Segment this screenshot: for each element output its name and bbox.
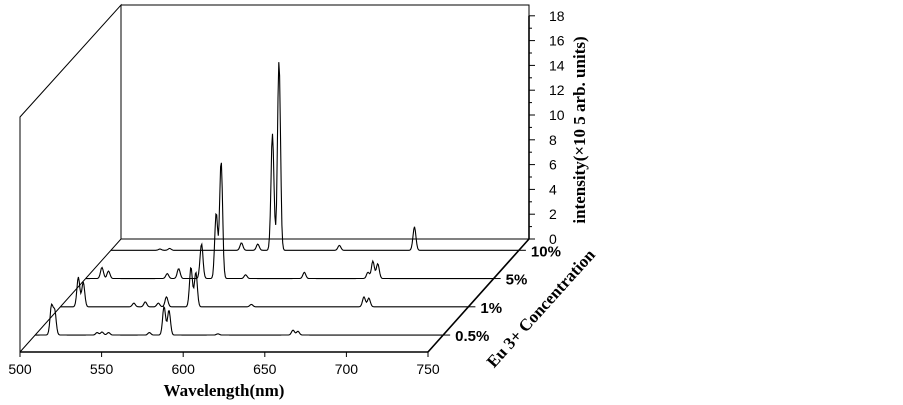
intensity-axis: 0 2 4 6 8 10 12 14 16 18: [528, 8, 565, 247]
side-wall-outline: [19, 3, 122, 352]
intensity-axis-title-group: intensity(×10 5 arb. units): [570, 36, 589, 223]
y-tick-label-3: 5%: [506, 272, 528, 289]
x-tick-label-2: 550: [90, 361, 114, 377]
x-tick-label-1: 500: [8, 361, 32, 377]
x-axis-title: Wavelength(nm): [164, 381, 285, 400]
x-tick-label-5: 700: [335, 361, 359, 377]
z-tick-label-5: 8: [549, 132, 557, 148]
y-tick-label-4: 10%: [531, 243, 561, 260]
z-axis-title: intensity(×10 5 arb. units): [570, 36, 589, 223]
spectrum-trace-1: [35, 303, 444, 336]
spectrum-trace-2: [60, 266, 469, 308]
y-tick-label-2: 1%: [480, 300, 502, 317]
x-tick-label-4: 650: [253, 361, 277, 377]
z-tick-label-9: 16: [549, 33, 565, 49]
wavelength-axis: 500 550 600 650 700 750: [8, 351, 440, 377]
z-tick-label-6: 10: [549, 107, 565, 123]
y-axis-line: [427, 238, 530, 353]
spectrum-trace-4: [110, 62, 519, 251]
chart-frame: [19, 3, 531, 353]
z-tick-label-8: 14: [549, 57, 565, 73]
z-tick-label-1: 0: [549, 231, 557, 247]
x-tick-label-6: 750: [416, 361, 440, 377]
y-tick-label-1: 0.5%: [455, 328, 489, 345]
x-tick-label-3: 600: [172, 361, 196, 377]
z-tick-label-3: 4: [549, 181, 557, 197]
z-tick-label-4: 6: [549, 157, 557, 173]
z-tick-label-7: 12: [549, 82, 565, 98]
concentration-axis: 0.5% 1%5%10%: [427, 238, 561, 353]
spectrum-trace-3: [85, 162, 494, 280]
spectra-traces: [35, 62, 519, 336]
z-tick-label-10: 18: [549, 8, 565, 24]
back-wall-outline: [121, 4, 530, 239]
z-tick-label-2: 2: [549, 206, 557, 222]
